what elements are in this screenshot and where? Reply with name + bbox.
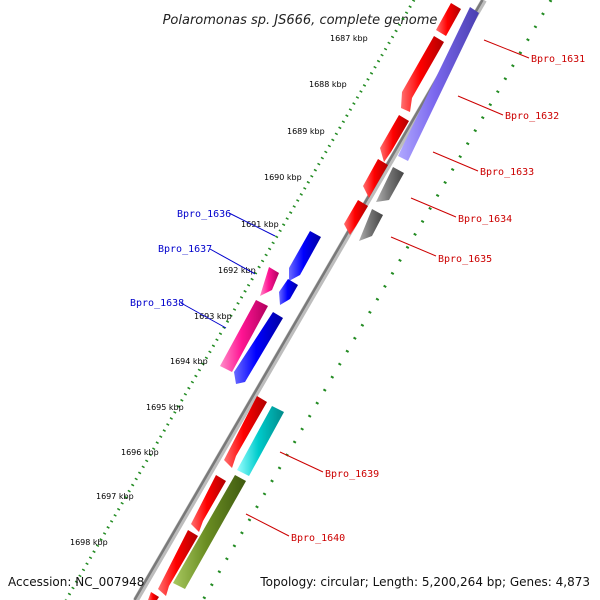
gene-red-2[interactable] — [401, 36, 444, 112]
map-title: Polaromonas sp. JS666, complete genome — [163, 13, 438, 28]
tick-label-1691: 1691 kbp — [241, 220, 279, 229]
gene-cyan[interactable] — [237, 406, 284, 476]
tick-label-1689: 1689 kbp — [287, 127, 325, 136]
gene-label-bpro-1631[interactable]: Bpro_1631 — [531, 54, 585, 65]
gene-blue-3[interactable] — [234, 312, 283, 384]
gene-label-bpro-1635[interactable]: Bpro_1635 — [438, 254, 492, 265]
gene-red-7[interactable] — [191, 475, 226, 532]
tick-label-1695: 1695 kbp — [146, 403, 184, 412]
gene-red-1[interactable] — [436, 3, 461, 36]
tick-label-1688: 1688 kbp — [309, 80, 347, 89]
tick-ring-inner — [64, 0, 416, 600]
tick-label-1690: 1690 kbp — [264, 173, 302, 182]
tick-label-1697: 1697 kbp — [96, 492, 134, 501]
tick-label-1693: 1693 kbp — [194, 312, 232, 321]
gene-purple[interactable] — [398, 7, 479, 161]
gene-label-bpro-1633[interactable]: Bpro_1633 — [480, 167, 534, 178]
tick-label-1687: 1687 kbp — [330, 34, 368, 43]
gene-magenta-2[interactable] — [220, 300, 268, 372]
gene-label-bpro-1632[interactable]: Bpro_1632 — [505, 111, 559, 122]
gene-red-6[interactable] — [224, 396, 267, 468]
gene-blue-2[interactable] — [279, 279, 298, 305]
reverse-track — [220, 231, 321, 384]
gene-gray-2[interactable] — [359, 209, 383, 241]
label-leaders — [180, 39, 530, 537]
gene-olive[interactable] — [173, 475, 246, 589]
gene-blue-1[interactable] — [289, 231, 321, 281]
gene-label-bpro-1638[interactable]: Bpro_1638 — [130, 298, 184, 309]
gene-label-bpro-1634[interactable]: Bpro_1634 — [458, 214, 512, 225]
tick-label-1692: 1692 kbp — [218, 266, 256, 275]
gene-label-bpro-1640[interactable]: Bpro_1640 — [291, 533, 345, 544]
gene-red-5[interactable] — [344, 200, 368, 235]
kbp-tick-labels: 1687 kbp 1688 kbp 1689 kbp 1690 kbp 1691… — [70, 34, 368, 547]
topology-text: Topology: circular; Length: 5,200,264 bp… — [259, 575, 590, 589]
gene-label-bpro-1637[interactable]: Bpro_1637 — [158, 244, 212, 255]
accession-text: Accession: NC_007948 — [8, 575, 144, 589]
gene-labels: Bpro_1631 Bpro_1632 Bpro_1633 Bpro_1634 … — [130, 54, 585, 544]
gene-red-8[interactable] — [158, 530, 198, 596]
gene-red-9[interactable] — [148, 592, 159, 600]
tick-label-1694: 1694 kbp — [170, 357, 208, 366]
gene-label-bpro-1636[interactable]: Bpro_1636 — [177, 209, 231, 220]
gene-label-bpro-1639[interactable]: Bpro_1639 — [325, 469, 379, 480]
tick-label-1698: 1698 kbp — [70, 538, 108, 547]
gene-magenta-1[interactable] — [260, 267, 279, 296]
gene-red-4[interactable] — [363, 159, 388, 198]
forward-track-outer — [173, 7, 479, 589]
gene-gray-1[interactable] — [376, 167, 404, 202]
tick-ring-outer — [201, 0, 553, 600]
tick-label-1696: 1696 kbp — [121, 448, 159, 457]
forward-track-red — [148, 3, 461, 600]
gene-red-3[interactable] — [380, 115, 409, 162]
